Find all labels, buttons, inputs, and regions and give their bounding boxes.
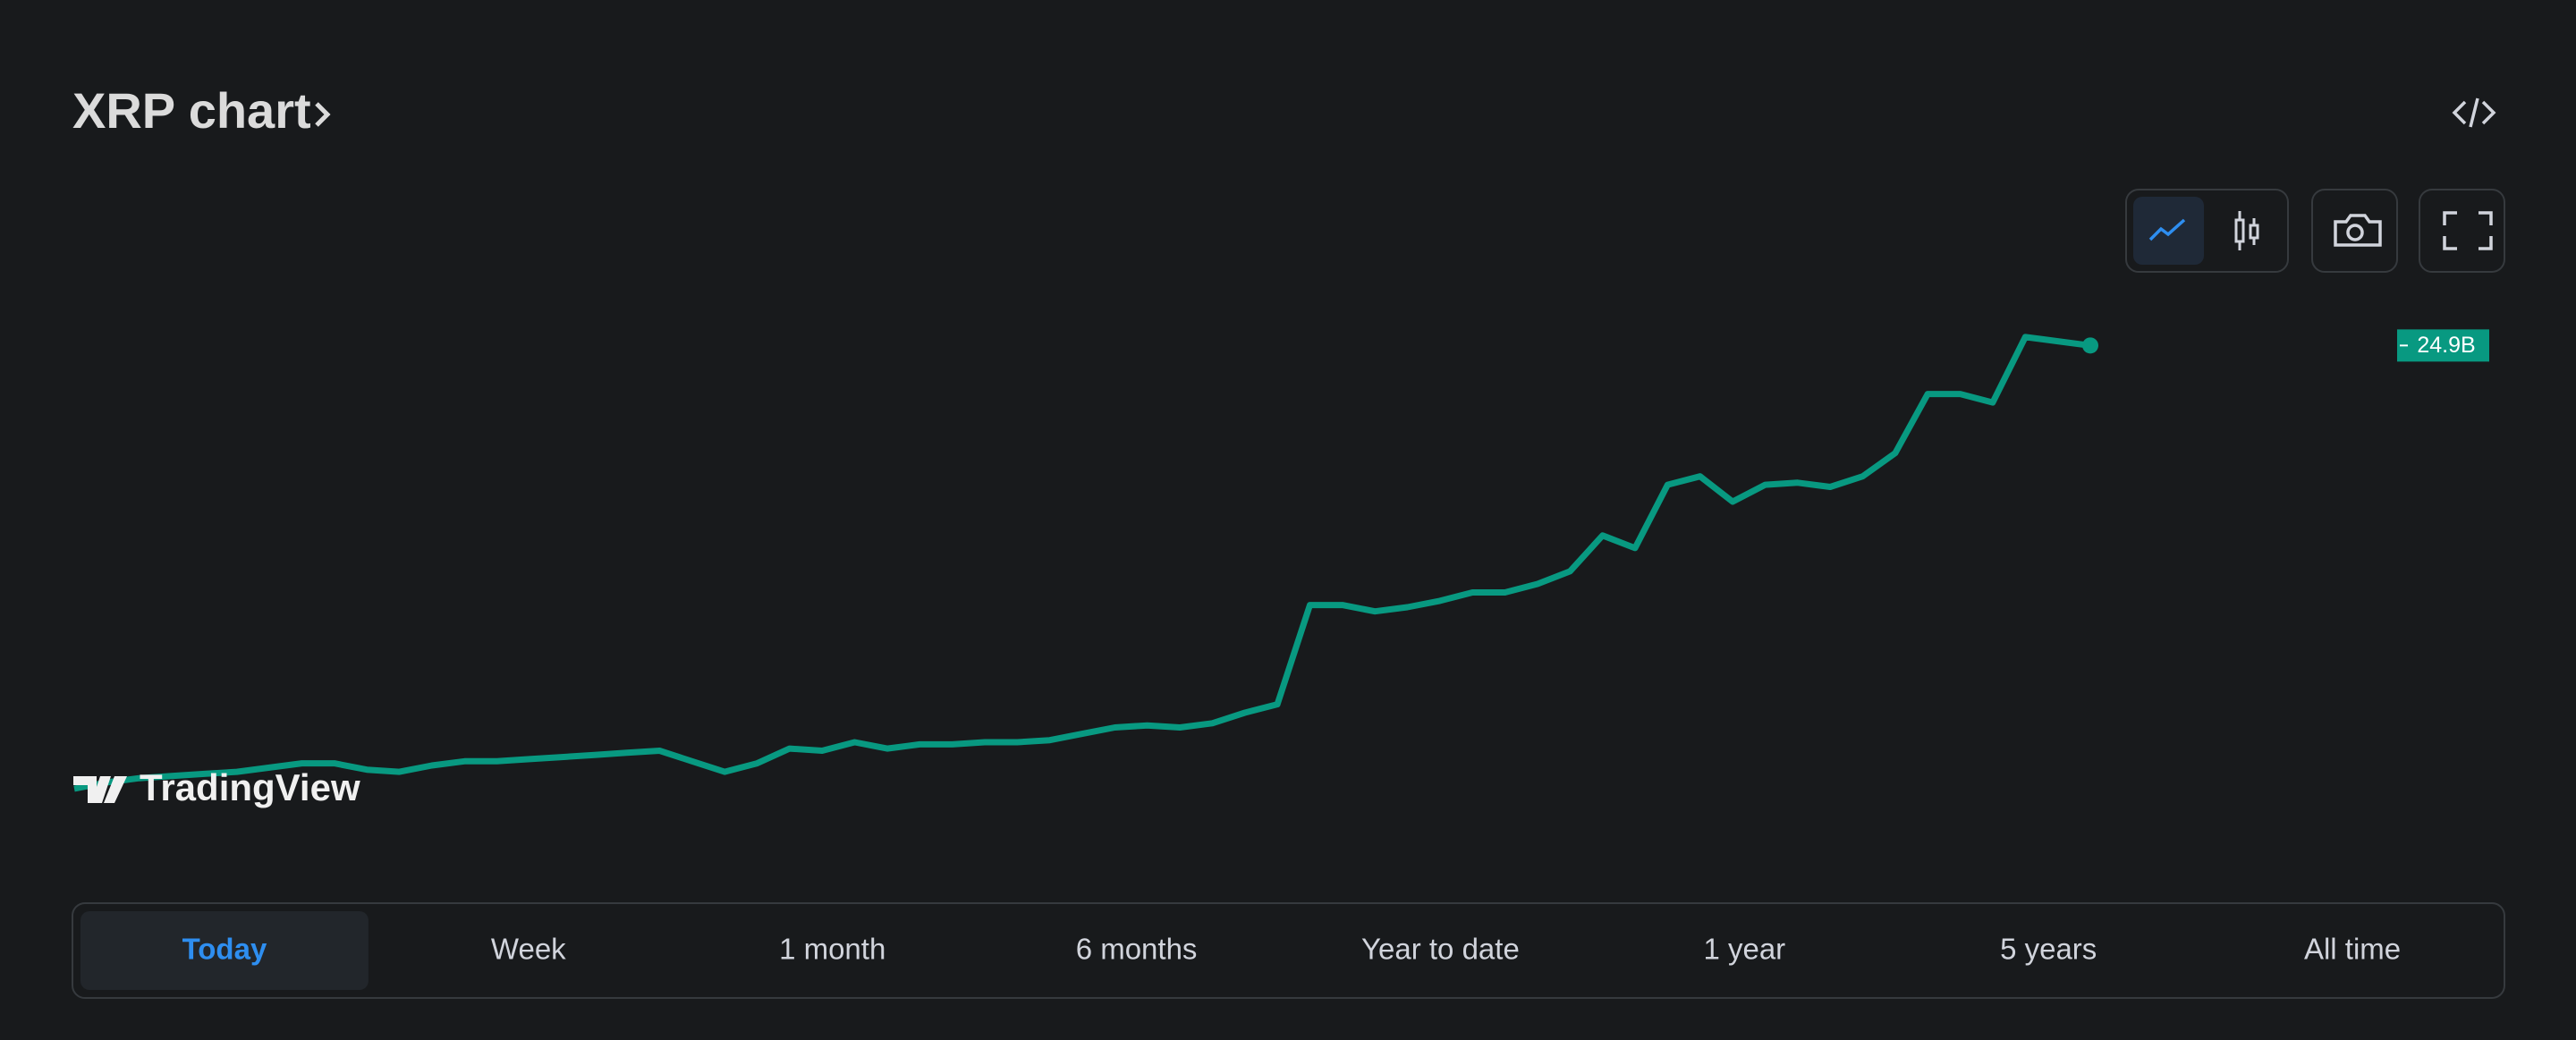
range-button[interactable]: 1 month xyxy=(779,933,886,966)
screenshot-frame xyxy=(2311,189,2398,273)
range-label: Week xyxy=(491,933,566,966)
range-label: 5 years xyxy=(2000,933,2097,966)
title-link[interactable]: XRP chart xyxy=(72,82,331,139)
range-button[interactable]: Today xyxy=(80,911,369,990)
range-bar: Today Week 1 month 6 months Year to date 1 ye… xyxy=(72,902,2505,999)
range-selected-bg xyxy=(80,911,369,990)
range-label: Year to date xyxy=(1361,933,1520,966)
range-button[interactable]: Year to date xyxy=(1361,933,1520,966)
embed-button[interactable] xyxy=(2452,97,2496,128)
title: XRP chart xyxy=(72,82,311,139)
range-button[interactable]: 5 years xyxy=(2000,933,2097,966)
range-button[interactable]: 6 months xyxy=(1076,933,1198,966)
candle-style-button[interactable] xyxy=(2234,211,2259,250)
line-style-button[interactable] xyxy=(2133,197,2204,265)
watermark: TradingView xyxy=(140,766,360,808)
style-group-frame xyxy=(2125,189,2289,273)
range-button[interactable]: Week xyxy=(491,933,566,966)
range-label: Today xyxy=(182,933,267,966)
camera-lens xyxy=(2346,224,2364,241)
fullscreen-icon xyxy=(2443,211,2493,250)
line-icon xyxy=(2148,218,2186,241)
last-point xyxy=(2082,337,2098,354)
range-bar-frame xyxy=(72,902,2505,999)
range-label: 1 month xyxy=(779,933,886,966)
range-button[interactable]: All time xyxy=(2304,933,2401,966)
price-line xyxy=(73,334,2091,792)
range-label: 1 year xyxy=(1703,933,1785,966)
price-label: 24.9B xyxy=(2417,333,2475,358)
screenshot-button[interactable] xyxy=(2311,189,2398,273)
fullscreen-frame xyxy=(2419,189,2505,273)
range-label: All time xyxy=(2304,933,2401,966)
chart-style-group xyxy=(2125,189,2289,273)
range-label: 6 months xyxy=(1076,933,1198,966)
range-button[interactable]: 1 year xyxy=(1703,933,1785,966)
line-style-bg xyxy=(2133,197,2204,265)
fullscreen-button[interactable] xyxy=(2419,189,2505,273)
camera-icon xyxy=(2334,214,2382,247)
plot: 24.9B TradingView xyxy=(73,329,2489,808)
chevron xyxy=(315,102,331,127)
price-label-bg xyxy=(2397,329,2489,362)
watermark-logo xyxy=(73,776,127,803)
